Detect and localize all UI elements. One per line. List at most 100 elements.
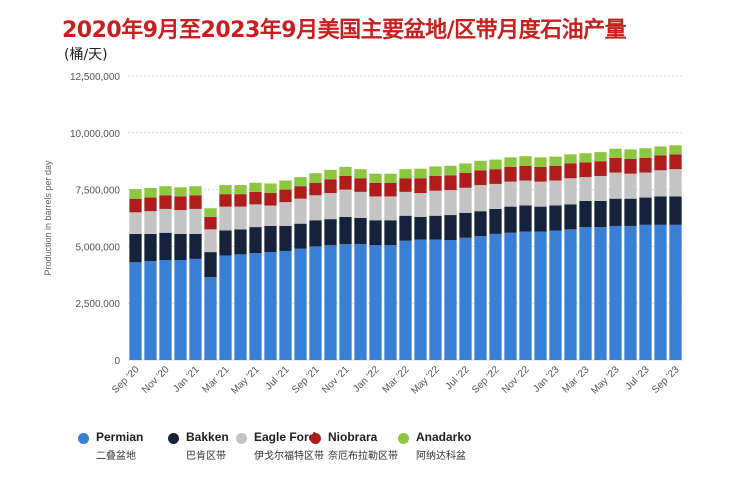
bar-segment <box>534 166 547 182</box>
legend-label: Niobrara <box>328 430 378 444</box>
legend-sublabel: 伊戈尔福特区带 <box>254 451 324 462</box>
bar-segment <box>504 157 517 167</box>
chart-title: 2020年9月至2023年9月美国主要盆地/区带月度石油产量 <box>62 18 627 43</box>
bar-segment <box>234 229 247 255</box>
bar-segment <box>669 169 682 197</box>
bar-segment <box>384 182 397 197</box>
bar-segment <box>279 180 292 190</box>
unit-label: (桶/天) <box>64 47 108 63</box>
y-tick-label: 7,500,000 <box>76 186 121 197</box>
bar-segment <box>219 230 232 256</box>
bar-segment <box>414 178 427 194</box>
bar-segment <box>129 189 142 199</box>
x-tick-label: Nov '21 <box>320 364 352 396</box>
bar-segment <box>399 178 412 192</box>
bar-segment <box>369 245 382 360</box>
bar-segment <box>204 277 217 360</box>
bar-segment <box>234 185 247 195</box>
bar-segment <box>189 233 202 259</box>
bar-segment <box>609 172 622 199</box>
bar-segment <box>174 187 187 197</box>
bar-segment <box>384 196 397 221</box>
legend-sublabel: 奈厄布拉勒区带 <box>328 451 398 462</box>
bar-segment <box>534 157 547 167</box>
bar-segment <box>249 227 262 254</box>
x-tick-label: May '21 <box>229 364 262 397</box>
bar-segment <box>459 237 472 360</box>
x-tick-label: Jul '21 <box>264 364 292 392</box>
bar-segment <box>429 239 442 360</box>
bar-segment <box>249 204 262 228</box>
y-tick-label: 0 <box>114 356 120 367</box>
bar-segment <box>294 223 307 249</box>
bar-segment <box>534 206 547 232</box>
bar-segment <box>624 173 637 199</box>
bar-segment <box>549 156 562 166</box>
legend-label: Permian <box>96 430 144 444</box>
legend-marker-icon <box>168 433 179 444</box>
bar-segment <box>309 195 322 221</box>
bar-segment <box>174 196 187 211</box>
bar-segment <box>414 239 427 360</box>
bar-segment <box>579 200 592 228</box>
x-tick-label: Nov '20 <box>140 364 172 396</box>
bar-segment <box>624 149 637 159</box>
bar-segment <box>654 155 667 171</box>
bar-segment <box>204 229 217 253</box>
bar-segment <box>579 162 592 178</box>
bar-segment <box>639 148 652 158</box>
bar-segment <box>459 173 472 188</box>
bar-segment <box>639 197 652 225</box>
bar-segment <box>489 159 502 170</box>
bar-segment <box>189 208 202 234</box>
y-tick-label: 10,000,000 <box>70 129 120 140</box>
bar-segment <box>249 182 262 192</box>
x-tick-label: Jan '23 <box>531 364 562 395</box>
bar-segment <box>534 181 547 207</box>
legend-marker-icon <box>398 433 409 444</box>
bar-segment <box>279 250 292 360</box>
bar-segment <box>294 177 307 187</box>
stacked-bar-chart: 0 2,500,000 5,000,000 7,500,000 10,000,000 12… <box>43 72 683 397</box>
legend-label: Anadarko <box>416 430 472 444</box>
bar-segment <box>579 153 592 163</box>
x-tick-label: Jan '21 <box>171 364 202 395</box>
x-tick-label: Jul '22 <box>444 364 472 392</box>
bar-segment <box>309 246 322 360</box>
bar-segment <box>489 183 502 209</box>
chart-legend: Permian 二叠盆地 Bakken 巴肯区带 Eagle Ford 伊戈尔福特区带 Ni… <box>78 430 678 470</box>
bar-segment <box>324 179 337 194</box>
bar-segment <box>669 196 682 225</box>
bar-segment <box>324 245 337 360</box>
x-tick-label: Mar '22 <box>380 364 411 395</box>
bar-segment <box>159 232 172 261</box>
bar-segment <box>594 200 607 228</box>
bar-segment <box>294 198 307 224</box>
bar-segment <box>279 225 292 251</box>
bar-segment <box>609 157 622 173</box>
bar-segment <box>354 218 367 245</box>
bar-segment <box>639 157 652 173</box>
bar-segment <box>549 205 562 231</box>
bar-segment <box>264 205 277 226</box>
bar-segment <box>189 258 202 360</box>
bar-segment <box>669 145 682 155</box>
bar-segment <box>279 202 292 226</box>
bar-segment <box>414 193 427 217</box>
bar-segment <box>519 205 532 232</box>
bar-segment <box>504 232 517 360</box>
bar-segment <box>384 245 397 360</box>
legend-marker-icon <box>310 433 321 444</box>
bar-segment <box>459 212 472 238</box>
legend-marker-icon <box>78 433 89 444</box>
legend-label: Eagle Ford <box>254 430 317 444</box>
bar-segment <box>624 158 637 174</box>
bar-segment <box>294 248 307 360</box>
bar-segment <box>594 161 607 176</box>
bar-segment <box>474 170 487 186</box>
bar-segment <box>669 154 682 170</box>
bar-segment <box>339 216 352 245</box>
bar-segment <box>204 216 217 230</box>
y-tick-label: 5,000,000 <box>76 242 121 253</box>
bar-segment <box>564 163 577 179</box>
